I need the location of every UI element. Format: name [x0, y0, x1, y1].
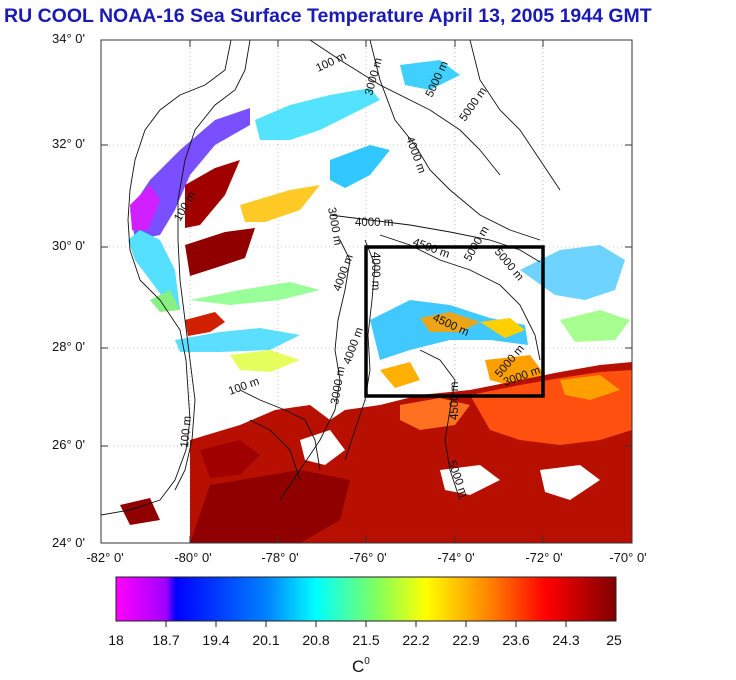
lat-label: 26° 0'	[52, 437, 85, 452]
colorbar-tick-label: 22.2	[402, 632, 430, 648]
lat-label: 32° 0'	[52, 136, 85, 151]
lon-label: -78° 0'	[261, 550, 299, 565]
lon-label: -72° 0'	[525, 550, 563, 565]
sst-field	[120, 60, 632, 543]
colorbar-tick-label: 23.6	[502, 632, 530, 648]
colorbar-tick-label: 18.7	[152, 632, 180, 648]
lon-label: -80° 0'	[174, 550, 212, 565]
lat-label: 34° 0'	[52, 31, 85, 46]
contour-label: 4500 m	[449, 382, 461, 420]
lon-label: -76° 0'	[349, 550, 387, 565]
colorbar-tick-label: 21.5	[352, 632, 380, 648]
lat-label: 28° 0'	[52, 339, 85, 354]
colorbar-tick-label: 24.3	[552, 632, 580, 648]
colorbar-ticks	[165, 621, 567, 627]
contour-label: 100 m	[179, 415, 194, 448]
colorbar-tick-label: 20.8	[302, 632, 330, 648]
lon-label: -70° 0'	[609, 550, 647, 565]
lon-label: -74° 0'	[437, 550, 475, 565]
lon-label: -82° 0'	[86, 550, 124, 565]
contour-label: 4000 m	[355, 217, 393, 229]
contour-label: 4000 m	[369, 252, 381, 290]
colorbar-tick-label: 19.4	[202, 632, 230, 648]
colorbar-tick-label: 18	[108, 632, 124, 648]
colorbar-unit: C0	[352, 656, 370, 676]
bathymetry-contours	[101, 40, 561, 516]
lat-label: 24° 0'	[52, 535, 85, 550]
study-area-box	[364, 245, 545, 398]
axis-ticks	[101, 40, 632, 543]
lat-label: 30° 0'	[52, 238, 85, 253]
colorbar	[115, 576, 617, 622]
colorbar-tick-label: 22.9	[452, 632, 480, 648]
map-title: RU COOL NOAA-16 Sea Surface Temperature …	[4, 5, 652, 27]
colorbar-tick-label: 20.1	[252, 632, 280, 648]
colorbar-tick-label: 25	[606, 632, 622, 648]
